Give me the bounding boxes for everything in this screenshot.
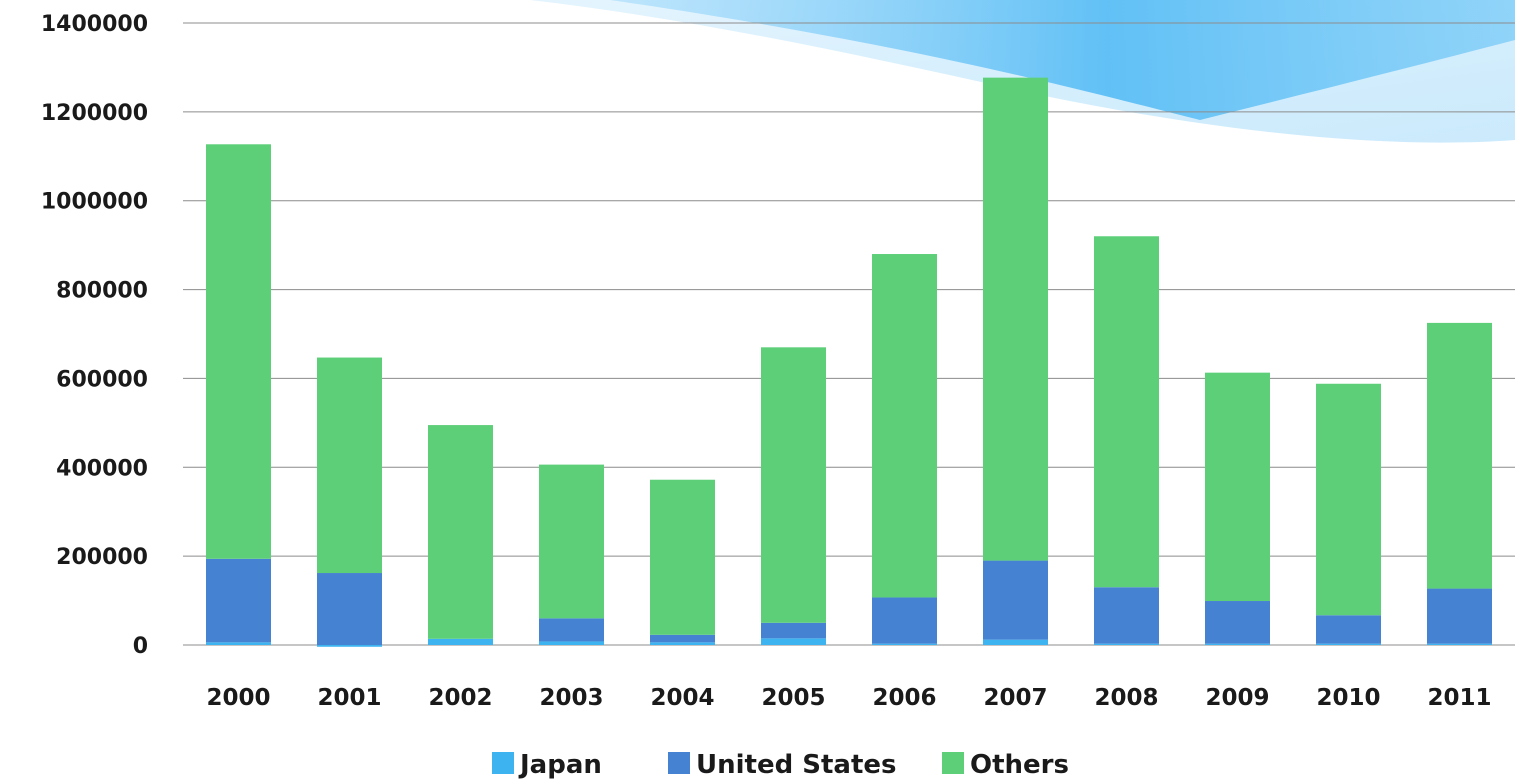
bar-japan-2007 [983,639,1048,645]
legend-label: United States [696,750,897,779]
bar-japan-2008 [1094,643,1159,645]
x-tick-label: 2010 [1316,685,1380,711]
y-tick-label: 200000 [56,545,148,570]
gridlines [183,22,1515,646]
bar-others-2005 [761,347,826,623]
x-tick-label: 2011 [1427,685,1491,711]
bar-others-2000 [206,144,271,559]
bar-united-states-2005 [761,622,826,639]
bar-united-states-2003 [539,618,604,642]
decorative-swoosh [530,0,1515,143]
bar-japan-2003 [539,641,604,645]
bar-united-states-2004 [650,634,715,643]
legend-swatch [942,752,964,774]
bar-japan-2006 [872,643,937,645]
legend-swatch [492,752,514,774]
x-tick-label: 2000 [206,685,270,711]
bar-japan-2000 [206,642,271,645]
bar-united-states-2007 [983,560,1048,640]
legend-item-united-states: United States [668,750,897,780]
bar-united-states-2008 [1094,587,1159,644]
x-tick-label: 2004 [650,685,714,711]
x-tick-label: 2009 [1205,685,1269,711]
y-tick-label: 0 [133,634,148,659]
bar-united-states-2009 [1205,601,1270,644]
bar-others-2010 [1316,383,1381,616]
bar-japan-2005 [761,638,826,645]
bar-japan-2001 [317,645,382,647]
y-tick-label: 1000000 [41,190,148,215]
y-tick-label: 800000 [56,279,148,304]
bar-united-states-2000 [206,558,271,643]
x-tick-label: 2002 [428,685,492,711]
bar-others-2011 [1427,322,1492,589]
y-axis-tick-labels: 0 200000 400000 600000 800000 1000000 1200000 1… [41,12,148,659]
x-tick-label: 2006 [872,685,936,711]
legend-label: Others [970,750,1069,779]
bar-others-2001 [317,357,382,574]
bar-united-states-2001 [317,573,382,645]
legend: Japan United States Others [492,750,1069,780]
bars [206,77,1492,647]
bar-others-2009 [1205,372,1270,602]
bar-united-states-2011 [1427,588,1492,644]
bar-others-2007 [983,77,1048,561]
bar-japan-2009 [1205,643,1270,645]
y-tick-label: 1200000 [41,101,148,126]
bar-others-2008 [1094,236,1159,588]
bar-united-states-2006 [872,597,937,644]
legend-swatch [668,752,690,774]
bar-others-2003 [539,464,604,619]
y-tick-label: 600000 [56,367,148,392]
x-tick-label: 2007 [983,685,1047,711]
y-tick-label: 400000 [56,456,148,481]
x-tick-label: 2005 [761,685,825,711]
legend-item-others: Others [942,750,1069,780]
bar-others-2004 [650,479,715,635]
bar-japan-2010 [1316,643,1381,645]
legend-label: Japan [518,750,602,779]
x-tick-label: 2008 [1094,685,1158,711]
bar-others-2006 [872,254,937,598]
x-tick-label: 2001 [317,685,381,711]
bar-united-states-2010 [1316,615,1381,644]
x-axis-tick-labels: 2000 2001 2002 2003 2004 2005 2006 2007 2008 2009… [206,685,1491,711]
y-tick-label: 1400000 [41,12,148,37]
bar-japan-2002 [428,638,493,645]
bar-japan-2011 [1427,643,1492,645]
legend-item-japan: Japan [492,750,602,780]
bar-japan-2004 [650,642,715,645]
x-tick-label: 2003 [539,685,603,711]
bar-others-2002 [428,425,493,639]
